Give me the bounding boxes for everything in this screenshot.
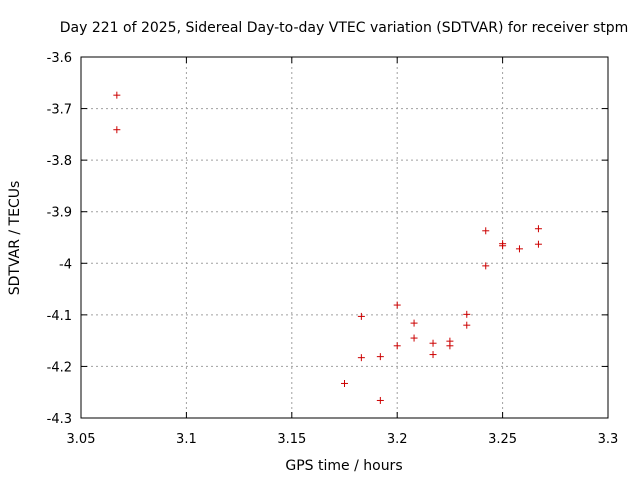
y-tick-label: -4.1 [47,309,72,324]
x-tick-label: 3.1 [176,432,197,447]
data-point [515,245,523,253]
grid-lines [81,57,608,418]
data-point [499,242,507,250]
data-point [393,342,401,350]
data-point [446,342,454,350]
data-point [376,353,384,361]
axis-ticks: 3.05 3.1 3.15 3.2 3.25 3.3 -4.3 -4.2 -4.1 -4 -3.9 -… [47,51,619,447]
y-tick-label: -3.7 [47,103,72,118]
data-point [429,351,437,359]
data-point [410,319,418,327]
data-point [376,396,384,404]
x-tick-label: 3.05 [67,432,96,447]
data-point [113,91,121,99]
x-tick-label: 3.3 [598,432,619,447]
x-tick-label: 3.25 [488,432,517,447]
data-point [357,312,365,320]
data-point [534,240,542,248]
data-point [357,354,365,362]
data-point [482,262,490,270]
data-point [429,339,437,347]
data-point [113,126,121,134]
plot-frame [80,56,609,419]
data-point [463,321,471,329]
data-point [341,379,348,387]
y-tick-label: -4.2 [47,360,72,375]
data-point [534,225,542,233]
chart-title: Day 221 of 2025, Sidereal Day-to-day VTE… [60,20,629,36]
x-axis-label: GPS time / hours [285,458,402,474]
data-point [482,227,490,235]
data-points [113,91,542,404]
y-tick-label: -4.3 [47,412,72,427]
y-axis-label: SDTVAR / TECUs [7,181,23,296]
y-tick-label: -3.8 [47,154,72,169]
y-tick-label: -3.6 [47,51,72,66]
y-tick-label: -4 [59,257,72,272]
x-tick-label: 3.15 [277,432,306,447]
data-point [393,301,401,309]
y-tick-label: -3.9 [47,206,72,221]
data-point [463,310,471,318]
data-point [410,334,418,342]
x-tick-label: 3.2 [387,432,408,447]
